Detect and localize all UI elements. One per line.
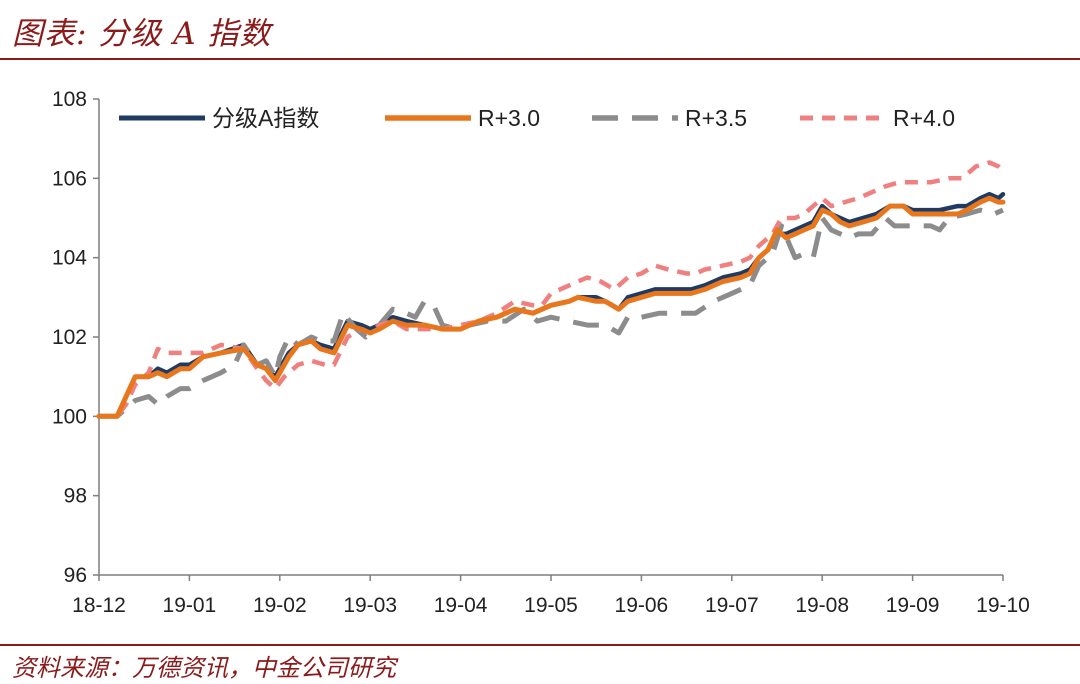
x-tick-label: 19-04 (434, 594, 488, 617)
legend-label: R+3.5 (685, 105, 747, 131)
footer-divider (0, 644, 1080, 646)
x-tick-label: 19-09 (886, 594, 940, 617)
y-tick-label: 104 (52, 247, 87, 270)
x-tick-label: 19-03 (343, 594, 397, 617)
y-tick-label: 98 (64, 485, 87, 508)
x-tick-label: 19-05 (524, 594, 578, 617)
y-tick-label: 102 (52, 326, 87, 349)
chart-title: 图表: 分级 A 指数 (12, 16, 272, 52)
x-tick-label: 18-12 (72, 594, 126, 617)
y-tick-label: 96 (64, 564, 87, 587)
legend-label: 分级A指数 (212, 105, 319, 131)
y-tick-label: 106 (52, 167, 87, 190)
series-line-R+4.0 (99, 160, 1005, 419)
legend-label: R+3.0 (478, 105, 540, 131)
line-chart: 96 98 100 102 104 106 108 18-12 19-01 19-02 19-03 1… (52, 88, 1030, 617)
x-tick-label: 19-08 (795, 594, 849, 617)
source-note: 资料来源：万德资讯，中金公司研究 (12, 654, 396, 682)
x-tick-label: 19-07 (705, 594, 759, 617)
x-tick-label: 19-06 (615, 594, 669, 617)
series-line-R+3.0 (96, 195, 1006, 419)
y-tick-label: 108 (52, 88, 87, 111)
series-line-R+3.5 (99, 207, 1004, 419)
x-tick-label: 19-02 (253, 594, 307, 617)
x-tick-label: 19-01 (163, 594, 217, 617)
y-tick-label: 100 (52, 405, 87, 428)
x-tick-label: 19-10 (976, 594, 1030, 617)
header-divider (0, 58, 1080, 60)
legend-label: R+4.0 (893, 105, 955, 131)
